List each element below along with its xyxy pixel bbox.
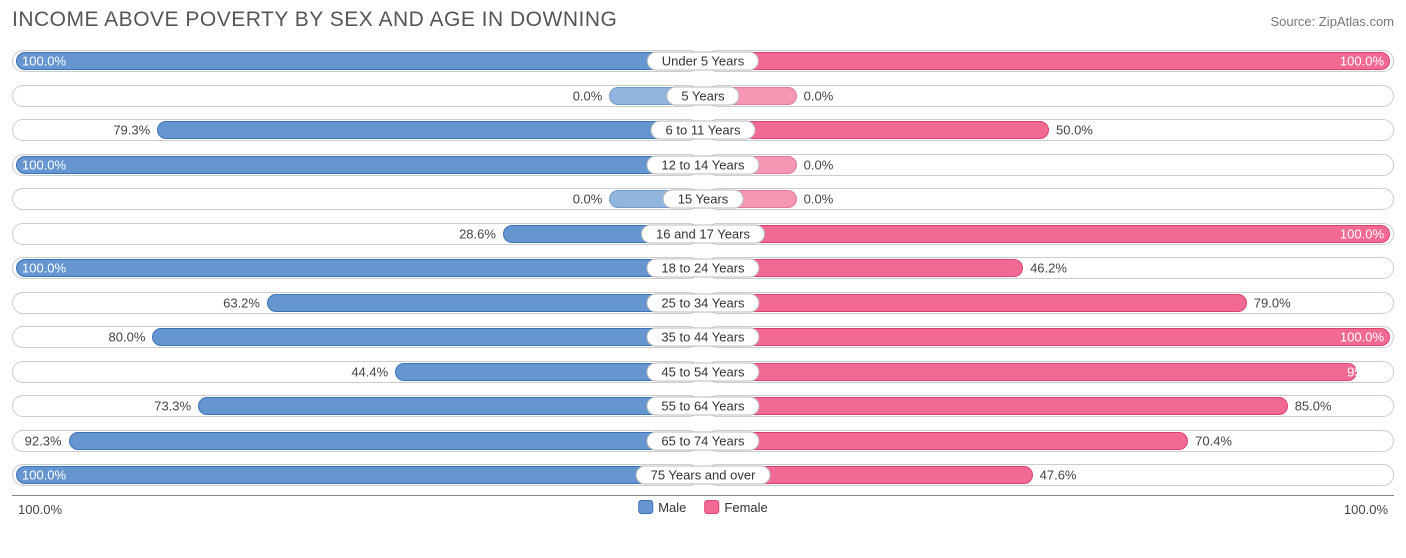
axis-tick-right: 100.0% — [1344, 502, 1388, 517]
bar-male — [198, 397, 698, 415]
value-label-male: 100.0% — [22, 468, 66, 483]
category-label: 18 to 24 Years — [646, 259, 759, 278]
value-label-female: 100.0% — [1340, 330, 1384, 345]
chart-row: 28.6% 100.0% 16 and 17 Years — [12, 219, 1394, 249]
bar-female — [708, 363, 1357, 381]
chart-row: 73.3% 85.0% 55 to 64 Years — [12, 391, 1394, 421]
bar-male — [152, 328, 698, 346]
value-label-female: 47.6% — [1040, 468, 1077, 483]
chart-row: 100.0% 47.6% 75 Years and over — [12, 460, 1394, 490]
value-label-male: 92.3% — [25, 433, 62, 448]
chart-header: INCOME ABOVE POVERTY BY SEX AND AGE IN D… — [12, 8, 1394, 32]
chart-row: 0.0% 0.0% 15 Years — [12, 184, 1394, 214]
category-label: 16 and 17 Years — [641, 224, 765, 243]
category-label: 45 to 54 Years — [646, 362, 759, 381]
bar-male — [267, 294, 698, 312]
legend: Male Female — [638, 500, 768, 515]
axis-tick-left: 100.0% — [18, 502, 62, 517]
legend-item-male: Male — [638, 500, 686, 515]
category-label: 5 Years — [666, 86, 739, 105]
value-label-male: 100.0% — [22, 261, 66, 276]
category-label: Under 5 Years — [647, 52, 759, 71]
value-label-female: 0.0% — [804, 157, 834, 172]
value-label-male: 0.0% — [573, 192, 603, 207]
bar-female — [708, 397, 1288, 415]
chart-row: 0.0% 0.0% 5 Years — [12, 81, 1394, 111]
value-label-male: 79.3% — [113, 123, 150, 138]
category-label: 35 to 44 Years — [646, 328, 759, 347]
bar-female — [708, 52, 1390, 70]
legend-swatch-female — [704, 500, 719, 514]
bar-male — [16, 259, 698, 277]
category-label: 75 Years and over — [636, 466, 771, 485]
value-label-male: 63.2% — [223, 295, 260, 310]
bar-male — [16, 156, 698, 174]
chart-row: 80.0% 100.0% 35 to 44 Years — [12, 322, 1394, 352]
chart-row: 100.0% 0.0% 12 to 14 Years — [12, 150, 1394, 180]
value-label-female: 79.0% — [1254, 295, 1291, 310]
bar-male — [16, 466, 698, 484]
value-label-male: 80.0% — [109, 330, 146, 345]
diverging-bar-chart: 100.0% 100.0% Under 5 Years 0.0% 0.0% 5 Years… — [12, 46, 1394, 490]
value-label-male: 44.4% — [351, 364, 388, 379]
bar-female — [708, 432, 1188, 450]
value-label-female: 0.0% — [804, 192, 834, 207]
category-label: 6 to 11 Years — [651, 121, 756, 140]
category-label: 65 to 74 Years — [646, 431, 759, 450]
legend-swatch-male — [638, 500, 653, 514]
category-label: 55 to 64 Years — [646, 397, 759, 416]
bar-female — [708, 294, 1247, 312]
bar-male — [16, 52, 698, 70]
chart-source: Source: ZipAtlas.com — [1270, 14, 1394, 29]
bar-male — [157, 121, 698, 139]
chart-row: 44.4% 95.1% 45 to 54 Years — [12, 357, 1394, 387]
chart-row: 100.0% 100.0% Under 5 Years — [12, 46, 1394, 76]
value-label-female: 0.0% — [804, 88, 834, 103]
chart-row: 63.2% 79.0% 25 to 34 Years — [12, 288, 1394, 318]
value-label-male: 73.3% — [154, 399, 191, 414]
chart-row: 79.3% 50.0% 6 to 11 Years — [12, 115, 1394, 145]
chart-row: 92.3% 70.4% 65 to 74 Years — [12, 426, 1394, 456]
value-label-female: 46.2% — [1030, 261, 1067, 276]
category-label: 25 to 34 Years — [646, 293, 759, 312]
chart-title: INCOME ABOVE POVERTY BY SEX AND AGE IN D… — [12, 8, 617, 32]
value-label-female: 70.4% — [1195, 433, 1232, 448]
category-label: 12 to 14 Years — [646, 155, 759, 174]
legend-item-female: Female — [704, 500, 767, 515]
legend-label-female: Female — [724, 500, 767, 515]
value-label-female: 100.0% — [1340, 54, 1384, 69]
value-label-male: 0.0% — [573, 88, 603, 103]
value-label-female: 85.0% — [1295, 399, 1332, 414]
value-label-female: 95.1% — [1347, 364, 1384, 379]
value-label-female: 50.0% — [1056, 123, 1093, 138]
x-axis: 100.0% Male Female 100.0% — [12, 495, 1394, 525]
bar-female — [708, 225, 1390, 243]
value-label-female: 100.0% — [1340, 226, 1384, 241]
legend-label-male: Male — [658, 500, 686, 515]
category-label: 15 Years — [663, 190, 744, 209]
bar-male — [69, 432, 698, 450]
chart-container: INCOME ABOVE POVERTY BY SEX AND AGE IN D… — [0, 0, 1406, 558]
value-label-male: 100.0% — [22, 157, 66, 172]
bar-female — [708, 328, 1390, 346]
bar-female — [708, 121, 1049, 139]
value-label-male: 28.6% — [459, 226, 496, 241]
value-label-male: 100.0% — [22, 54, 66, 69]
chart-row: 100.0% 46.2% 18 to 24 Years — [12, 253, 1394, 283]
